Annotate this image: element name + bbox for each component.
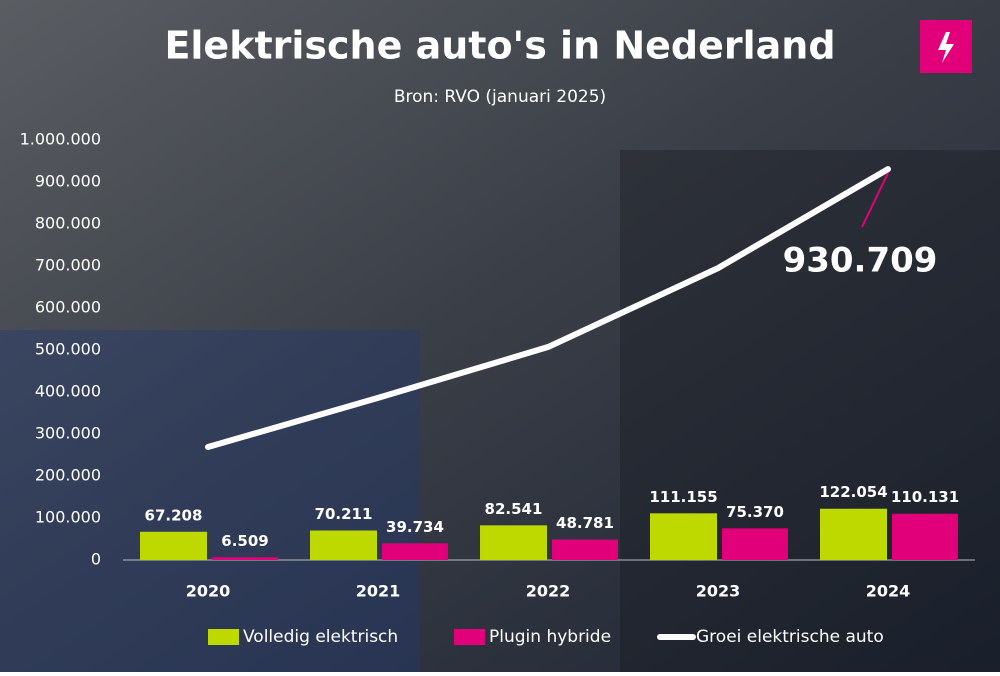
y-tick-label: 100.000: [35, 508, 101, 527]
bar: [892, 513, 958, 560]
x-tick-label: 2020: [186, 582, 231, 601]
logo-icon: [938, 32, 954, 63]
x-tick-label: 2024: [866, 582, 911, 601]
legend-label: Plugin hybride: [489, 627, 611, 647]
bar: [310, 530, 377, 560]
y-tick-label: 800.000: [35, 214, 101, 233]
data-label: 110.131: [891, 488, 959, 506]
legend-swatch: [208, 629, 239, 645]
y-tick-label: 600.000: [35, 298, 101, 317]
data-label: 6.509: [221, 532, 268, 550]
data-label: 75.370: [726, 503, 784, 521]
bar: [650, 513, 717, 560]
data-label: 82.541: [485, 500, 543, 518]
y-tick-label: 900.000: [35, 172, 101, 191]
legend-label: Groei elektrische auto: [696, 627, 884, 647]
bar: [552, 539, 618, 560]
data-label: 111.155: [649, 488, 717, 506]
annotation-line: [861, 172, 889, 228]
legend-swatch: [454, 629, 485, 645]
x-tick-label: 2022: [526, 582, 571, 601]
bar: [212, 557, 278, 560]
data-label: 122.054: [819, 483, 887, 501]
background-shape: [620, 150, 1000, 672]
x-tick-label: 2021: [356, 582, 401, 601]
bar: [722, 528, 788, 560]
y-tick-label: 700.000: [35, 256, 101, 275]
y-tick-label: 400.000: [35, 382, 101, 401]
data-label: 67.208: [145, 506, 203, 524]
data-label: 39.734: [386, 518, 444, 536]
line: [205, 166, 891, 451]
chart-title: Elektrische auto's in Nederland: [164, 24, 835, 68]
y-tick-label: 500.000: [35, 340, 101, 359]
bar: [140, 531, 207, 560]
y-tick-label: 1.000.000: [20, 130, 101, 149]
y-tick-label: 200.000: [35, 466, 101, 485]
y-tick-label: 0: [91, 550, 101, 569]
data-label: 930.709: [783, 241, 938, 281]
x-tick-label: 2023: [696, 582, 741, 601]
bar: [480, 525, 547, 560]
data-label: 48.781: [556, 514, 614, 532]
y-tick-label: 300.000: [35, 424, 101, 443]
bar: [820, 508, 887, 560]
data-label: 70.211: [315, 505, 373, 523]
chart-subtitle: Bron: RVO (januari 2025): [394, 87, 606, 107]
bar: [382, 543, 448, 560]
background-shape: [0, 330, 420, 672]
legend-label: Volledig elektrisch: [243, 627, 398, 647]
